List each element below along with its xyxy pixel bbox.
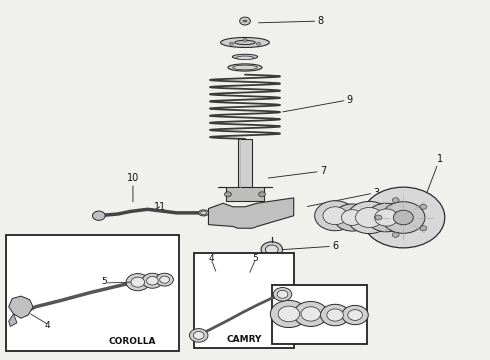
- Ellipse shape: [201, 211, 206, 215]
- Text: 9: 9: [283, 95, 353, 112]
- Circle shape: [342, 210, 363, 225]
- Circle shape: [270, 300, 307, 328]
- Text: 10: 10: [127, 173, 139, 202]
- Text: 11: 11: [153, 202, 166, 212]
- Text: 4: 4: [45, 321, 50, 330]
- Circle shape: [243, 39, 247, 41]
- Circle shape: [147, 276, 158, 285]
- Polygon shape: [208, 198, 294, 228]
- Circle shape: [327, 309, 343, 321]
- Bar: [194, 253, 294, 348]
- Text: 5: 5: [101, 277, 107, 286]
- Circle shape: [156, 273, 173, 286]
- Circle shape: [362, 187, 445, 248]
- Circle shape: [342, 305, 368, 325]
- Circle shape: [266, 245, 278, 254]
- Ellipse shape: [237, 56, 253, 60]
- Circle shape: [347, 202, 391, 234]
- Circle shape: [261, 242, 283, 257]
- Circle shape: [374, 209, 398, 226]
- Text: 3: 3: [307, 188, 380, 207]
- Circle shape: [160, 276, 170, 283]
- Circle shape: [278, 306, 299, 322]
- Circle shape: [240, 17, 250, 25]
- Circle shape: [142, 273, 163, 288]
- Circle shape: [194, 332, 204, 339]
- Text: CAMRY: CAMRY: [226, 335, 262, 344]
- Circle shape: [367, 203, 406, 232]
- Circle shape: [259, 192, 266, 197]
- Polygon shape: [9, 314, 17, 327]
- Bar: [6, 235, 179, 351]
- Text: 8: 8: [259, 16, 323, 26]
- Text: 1: 1: [423, 154, 443, 202]
- Circle shape: [190, 329, 208, 342]
- Circle shape: [315, 201, 356, 231]
- Ellipse shape: [220, 37, 270, 48]
- Circle shape: [334, 204, 371, 231]
- Circle shape: [131, 277, 145, 287]
- Circle shape: [126, 274, 149, 291]
- Text: 6: 6: [283, 241, 338, 251]
- Ellipse shape: [232, 54, 258, 59]
- Bar: [238, 139, 252, 187]
- Text: 2: 2: [278, 300, 300, 310]
- Polygon shape: [218, 187, 272, 202]
- Circle shape: [229, 42, 233, 45]
- Circle shape: [393, 210, 413, 225]
- Ellipse shape: [243, 20, 247, 22]
- Circle shape: [375, 215, 382, 220]
- Circle shape: [323, 207, 347, 225]
- Polygon shape: [9, 296, 33, 318]
- Ellipse shape: [228, 64, 262, 71]
- Circle shape: [257, 42, 261, 45]
- Circle shape: [277, 291, 288, 298]
- Circle shape: [392, 198, 399, 203]
- Text: 4: 4: [209, 254, 215, 263]
- Circle shape: [348, 310, 363, 320]
- Bar: [272, 285, 367, 344]
- Circle shape: [420, 204, 427, 209]
- Circle shape: [301, 307, 320, 321]
- Ellipse shape: [235, 40, 255, 45]
- Circle shape: [392, 232, 399, 237]
- Circle shape: [273, 288, 292, 301]
- Circle shape: [382, 202, 425, 233]
- Ellipse shape: [233, 65, 257, 70]
- Circle shape: [320, 304, 350, 326]
- Circle shape: [420, 226, 427, 231]
- Circle shape: [93, 211, 105, 220]
- Circle shape: [356, 207, 383, 228]
- Text: COROLLA: COROLLA: [109, 337, 156, 346]
- Ellipse shape: [199, 210, 208, 216]
- Text: 7: 7: [269, 166, 326, 178]
- Circle shape: [224, 192, 231, 197]
- Text: 5: 5: [252, 254, 258, 263]
- Circle shape: [294, 301, 328, 327]
